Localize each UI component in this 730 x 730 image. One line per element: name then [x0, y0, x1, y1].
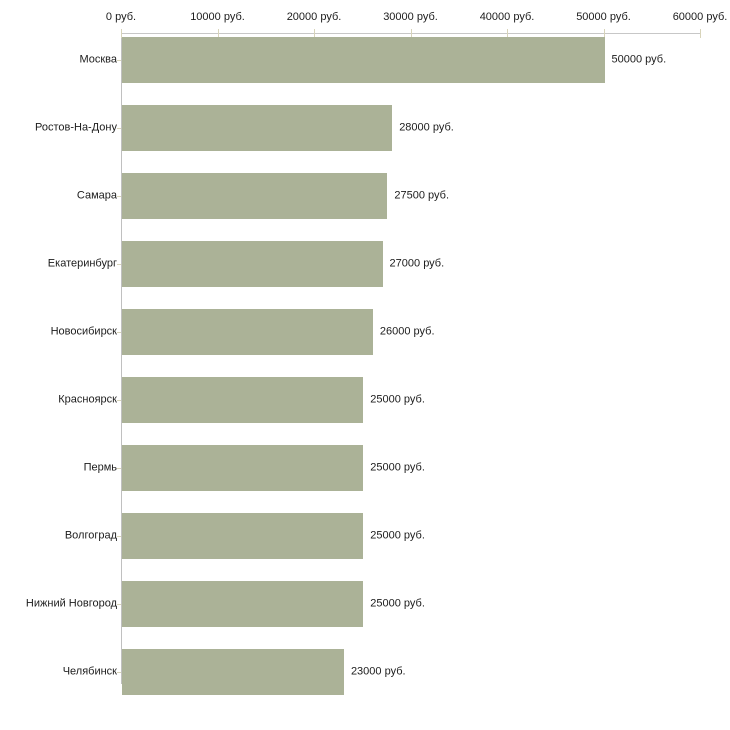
x-axis-tick-label: 40000 руб. — [479, 11, 535, 23]
x-axis-tick-mark — [410, 29, 412, 38]
x-axis-tick-mark — [700, 29, 701, 38]
category-tick-mark — [117, 672, 121, 673]
category-label: Челябинск — [62, 665, 117, 678]
x-axis-tick-mark — [603, 29, 605, 38]
bar — [122, 309, 373, 355]
bar — [122, 445, 364, 491]
x-axis-tick-label: 20000 руб. — [286, 11, 342, 23]
x-axis-tick-mark — [314, 29, 315, 38]
category-label: Волгоград — [64, 529, 117, 542]
value-label: 25000 руб. — [370, 529, 425, 542]
category-tick-mark — [117, 60, 121, 61]
x-axis-tick-label: 60000 руб. — [672, 11, 728, 23]
category-tick-mark — [117, 400, 121, 401]
x-axis-tick-mark — [217, 29, 219, 38]
category-label: Ростов-На-Дону — [34, 121, 117, 134]
category-tick-mark — [117, 604, 121, 605]
x-axis-tick-label: 50000 руб. — [576, 11, 631, 23]
category-tick-mark — [117, 196, 121, 197]
category-label: Екатеринбург — [47, 257, 117, 270]
x-axis-tick-label: 0 руб. — [105, 11, 137, 23]
value-label: 27500 руб. — [394, 189, 449, 202]
y-axis-baseline — [121, 33, 122, 684]
category-tick-mark — [117, 332, 121, 333]
bar — [122, 173, 388, 219]
value-label: 28000 руб. — [399, 121, 454, 134]
value-label: 26000 руб. — [379, 325, 435, 338]
x-axis-tick-label: 30000 руб. — [383, 11, 438, 23]
bar — [122, 581, 364, 627]
bar — [122, 649, 344, 695]
category-label: Москва — [79, 53, 117, 66]
bar — [122, 241, 383, 287]
value-label: 25000 руб. — [370, 461, 425, 474]
value-label: 25000 руб. — [370, 393, 425, 406]
category-tick-mark — [117, 128, 121, 129]
value-label: 27000 руб. — [389, 257, 445, 270]
bar — [122, 105, 393, 151]
x-axis-tick-mark — [507, 29, 508, 38]
category-label: Самара — [76, 189, 117, 202]
bar — [122, 37, 605, 83]
category-label: Новосибирск — [50, 325, 117, 338]
category-label: Красноярск — [58, 393, 117, 406]
x-axis-tick-label: 10000 руб. — [190, 11, 245, 23]
x-axis-tick-mark — [121, 29, 122, 38]
category-tick-mark — [117, 264, 121, 265]
bar — [122, 377, 364, 423]
value-label: 23000 руб. — [350, 665, 406, 678]
value-label: 25000 руб. — [370, 597, 425, 610]
category-tick-mark — [117, 468, 121, 469]
category-tick-mark — [117, 536, 121, 537]
bar — [122, 513, 364, 559]
category-label: Нижний Новгород — [25, 597, 117, 610]
value-label: 50000 руб. — [611, 53, 667, 66]
category-label: Пермь — [83, 461, 117, 474]
